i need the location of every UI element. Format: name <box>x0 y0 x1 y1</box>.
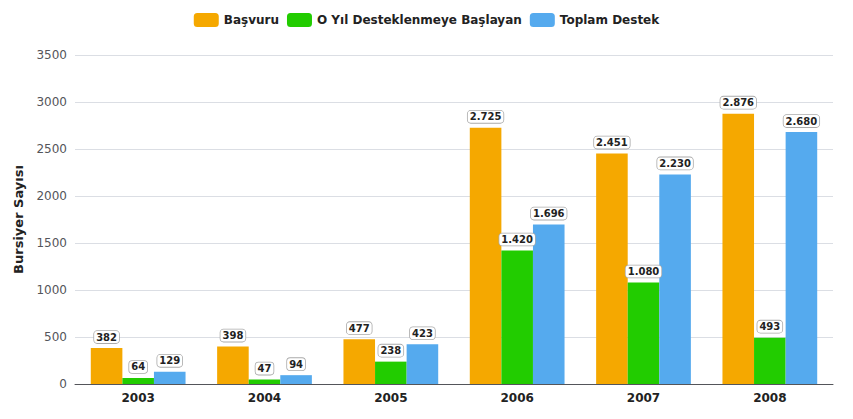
svg-text:2004: 2004 <box>248 391 281 405</box>
svg-text:1.696: 1.696 <box>533 208 565 219</box>
svg-text:0: 0 <box>59 377 67 391</box>
svg-text:47: 47 <box>258 363 272 374</box>
svg-text:64: 64 <box>131 361 145 372</box>
svg-text:Bursiyer Sayısı: Bursiyer Sayısı <box>11 165 26 274</box>
svg-text:1000: 1000 <box>36 283 67 297</box>
svg-text:2.725: 2.725 <box>470 111 502 122</box>
svg-text:Toplam Destek: Toplam Destek <box>560 13 660 27</box>
svg-text:2.680: 2.680 <box>786 116 818 127</box>
svg-text:2007: 2007 <box>627 391 660 405</box>
svg-text:423: 423 <box>412 328 433 339</box>
svg-text:Başvuru: Başvuru <box>224 13 279 27</box>
svg-text:2000: 2000 <box>36 189 67 203</box>
svg-text:2006: 2006 <box>500 391 533 405</box>
svg-text:2005: 2005 <box>374 391 407 405</box>
svg-text:2008: 2008 <box>753 391 786 405</box>
svg-text:238: 238 <box>380 345 401 356</box>
svg-text:2.230: 2.230 <box>659 158 691 169</box>
svg-text:O Yıl Desteklenmeye Başlayan: O Yıl Desteklenmeye Başlayan <box>317 13 522 27</box>
svg-text:2500: 2500 <box>36 142 67 156</box>
svg-text:2.451: 2.451 <box>596 137 628 148</box>
svg-text:94: 94 <box>289 359 303 370</box>
svg-text:398: 398 <box>222 330 243 341</box>
svg-text:2003: 2003 <box>121 391 154 405</box>
svg-text:500: 500 <box>44 330 67 344</box>
svg-text:1500: 1500 <box>36 236 67 250</box>
svg-text:3500: 3500 <box>36 48 67 62</box>
svg-text:493: 493 <box>759 321 780 332</box>
svg-text:2.876: 2.876 <box>722 97 754 108</box>
svg-text:129: 129 <box>159 355 180 366</box>
svg-text:1.080: 1.080 <box>628 266 660 277</box>
svg-text:3000: 3000 <box>36 95 67 109</box>
svg-text:382: 382 <box>96 332 117 343</box>
svg-text:1.420: 1.420 <box>501 234 533 245</box>
svg-text:477: 477 <box>349 323 370 334</box>
